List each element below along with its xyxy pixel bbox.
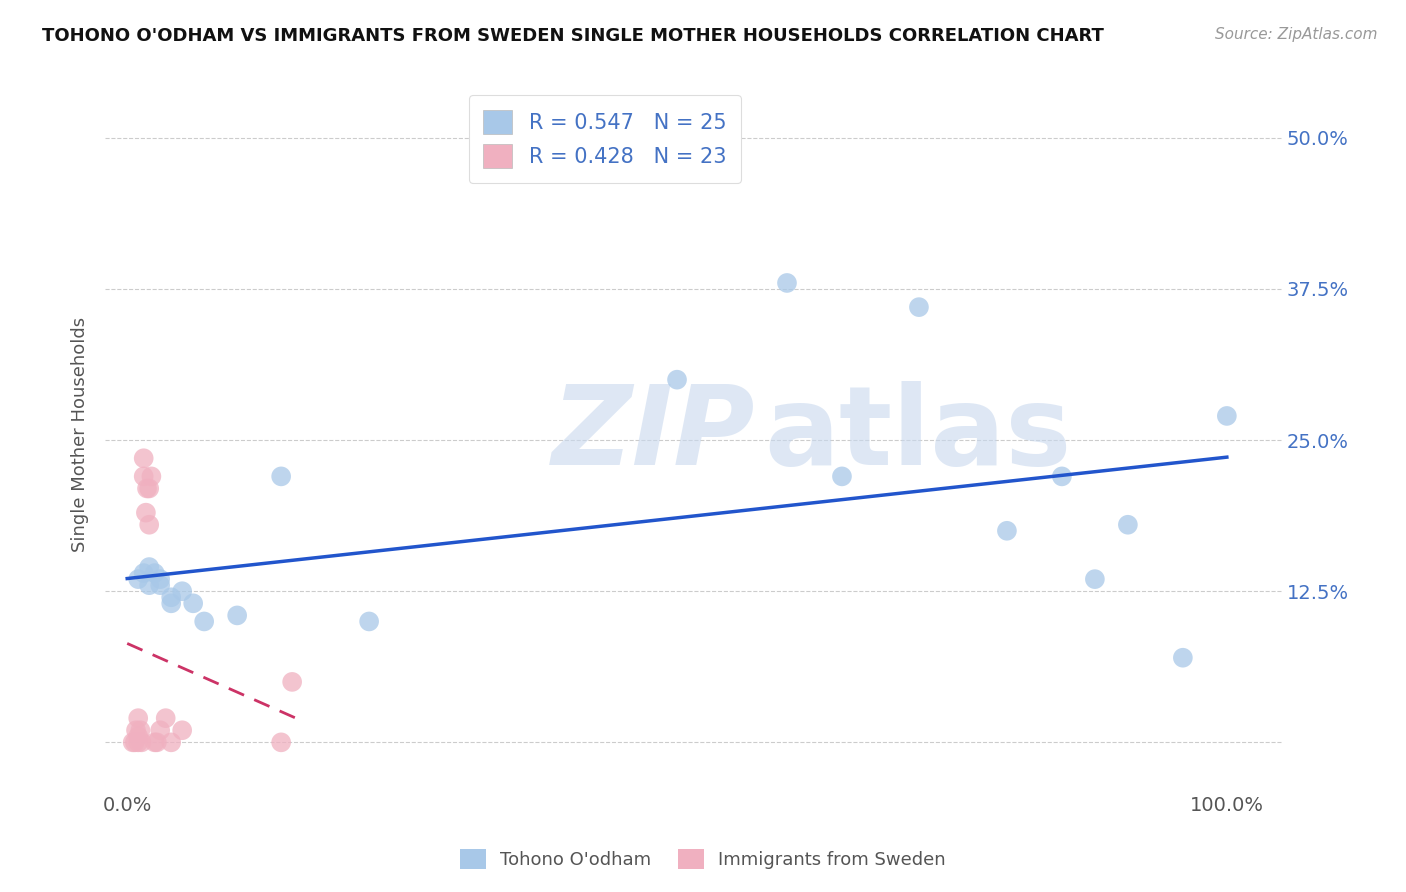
Point xyxy=(226,608,249,623)
Point xyxy=(135,506,157,520)
Point xyxy=(143,566,166,580)
Point xyxy=(138,578,160,592)
Point xyxy=(146,735,169,749)
Point xyxy=(138,560,160,574)
Point xyxy=(136,482,159,496)
Point xyxy=(127,729,149,743)
Point xyxy=(160,591,183,605)
Point xyxy=(149,723,172,738)
Point xyxy=(193,615,215,629)
Point xyxy=(359,615,381,629)
Point xyxy=(1216,409,1239,423)
Point xyxy=(131,735,153,749)
Point xyxy=(127,572,149,586)
Point xyxy=(1116,517,1139,532)
Text: Source: ZipAtlas.com: Source: ZipAtlas.com xyxy=(1215,27,1378,42)
Point xyxy=(132,451,155,466)
Point xyxy=(995,524,1018,538)
Point xyxy=(1171,650,1194,665)
Point xyxy=(127,711,149,725)
Point xyxy=(132,469,155,483)
Text: atlas: atlas xyxy=(763,381,1071,488)
Point xyxy=(138,517,160,532)
Point xyxy=(270,735,292,749)
Point xyxy=(160,596,183,610)
Point xyxy=(1050,469,1073,483)
Point xyxy=(908,300,931,314)
Point xyxy=(132,566,155,580)
Point xyxy=(127,735,149,749)
Legend: Tohono O'odham, Immigrants from Sweden: Tohono O'odham, Immigrants from Sweden xyxy=(451,839,955,879)
Text: ZIP: ZIP xyxy=(553,381,756,488)
Point xyxy=(138,482,160,496)
Point xyxy=(155,711,177,725)
Point xyxy=(160,735,183,749)
Text: TOHONO O'ODHAM VS IMMIGRANTS FROM SWEDEN SINGLE MOTHER HOUSEHOLDS CORRELATION CH: TOHONO O'ODHAM VS IMMIGRANTS FROM SWEDEN… xyxy=(42,27,1104,45)
Point xyxy=(776,276,799,290)
Point xyxy=(1084,572,1107,586)
Point xyxy=(831,469,853,483)
Point xyxy=(666,373,689,387)
Point xyxy=(149,578,172,592)
Point xyxy=(124,735,146,749)
Point xyxy=(141,469,163,483)
Y-axis label: Single Mother Households: Single Mother Households xyxy=(72,317,89,551)
Point xyxy=(129,723,152,738)
Point xyxy=(125,723,148,738)
Point xyxy=(181,596,204,610)
Point xyxy=(172,723,194,738)
Point xyxy=(281,674,304,689)
Legend: R = 0.547   N = 25, R = 0.428   N = 23: R = 0.547 N = 25, R = 0.428 N = 23 xyxy=(468,95,741,183)
Point xyxy=(143,735,166,749)
Point xyxy=(149,572,172,586)
Point xyxy=(270,469,292,483)
Point xyxy=(172,584,194,599)
Point xyxy=(121,735,143,749)
